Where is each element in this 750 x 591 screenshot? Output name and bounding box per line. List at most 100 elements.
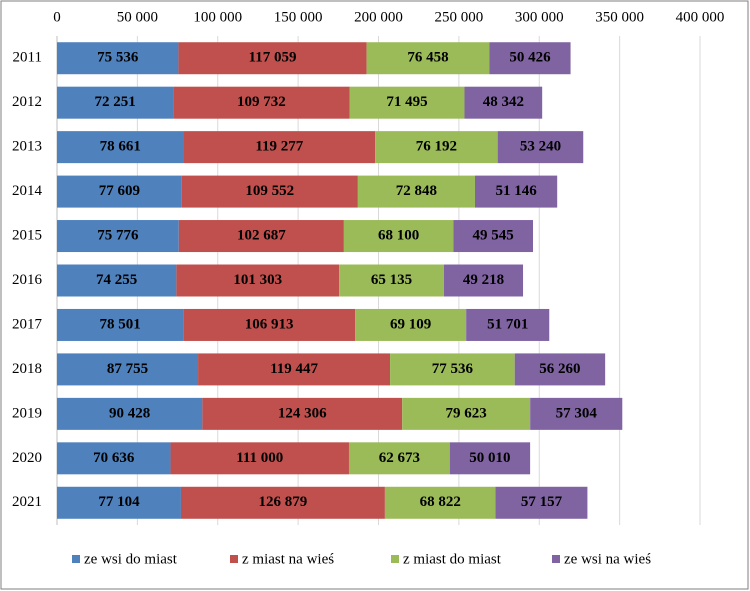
- bar-segment: [57, 220, 179, 253]
- data-label: 48 342: [483, 94, 524, 110]
- y-tick-label: 2019: [12, 405, 42, 421]
- bar-segment: [178, 42, 367, 75]
- bar-segment: [57, 42, 179, 75]
- bar-segment: [57, 397, 203, 430]
- y-tick-label: 2021: [12, 494, 42, 510]
- bar-segment: [57, 486, 181, 519]
- bar-segment: [181, 175, 358, 208]
- bar-segment: [474, 175, 558, 208]
- y-tick-label: 2015: [12, 227, 42, 243]
- bar-segment: [530, 397, 623, 430]
- bar-segment: [57, 131, 184, 164]
- legend-label: z miast do miast: [403, 551, 502, 567]
- x-tick-label: 250 000: [435, 9, 484, 25]
- bar-segment: [366, 42, 490, 75]
- bar-segment: [202, 397, 403, 430]
- data-label: 90 428: [109, 405, 150, 421]
- bar-segment: [57, 86, 174, 119]
- data-label: 72 251: [94, 94, 135, 110]
- bar-segment: [339, 264, 444, 297]
- data-label: 75 776: [97, 227, 139, 243]
- data-label: 53 240: [520, 139, 561, 155]
- bar-segment: [57, 353, 199, 386]
- bar-segment: [348, 442, 450, 475]
- data-label: 65 135: [371, 272, 412, 288]
- data-label: 69 109: [390, 316, 431, 332]
- bar-segment: [402, 397, 531, 430]
- bar-segment: [57, 442, 171, 475]
- bar-segment: [198, 353, 391, 386]
- data-label: 77 609: [99, 183, 140, 199]
- data-label: 119 277: [255, 139, 303, 155]
- bar-segment: [178, 220, 344, 253]
- data-label: 74 255: [96, 272, 137, 288]
- bar-segment: [183, 131, 376, 164]
- bar-segment: [183, 308, 356, 341]
- data-label: 68 100: [378, 227, 419, 243]
- bar-segment: [343, 220, 454, 253]
- data-label: 70 636: [93, 450, 135, 466]
- data-label: 109 732: [237, 94, 286, 110]
- data-label: 77 536: [432, 361, 474, 377]
- bar-segment: [176, 264, 340, 297]
- data-label: 50 426: [509, 50, 551, 66]
- data-label: 57 157: [521, 494, 563, 510]
- x-tick-label: 150 000: [274, 9, 323, 25]
- data-label: 117 059: [249, 50, 297, 66]
- data-label: 50 010: [469, 450, 510, 466]
- data-label: 56 260: [539, 361, 580, 377]
- bar-segment: [466, 308, 550, 341]
- bar-segment: [173, 86, 350, 119]
- bar-segment: [489, 42, 571, 75]
- y-tick-label: 2016: [12, 272, 43, 288]
- data-label: 124 306: [278, 405, 327, 421]
- y-tick-label: 2013: [12, 139, 42, 155]
- bar-segment: [180, 486, 385, 519]
- legend-label: ze wsi na wieś: [564, 551, 651, 567]
- data-label: 101 303: [233, 272, 282, 288]
- y-tick-label: 2017: [12, 316, 43, 332]
- data-label: 109 552: [245, 183, 294, 199]
- data-label: 71 495: [386, 94, 427, 110]
- bar-segment: [390, 353, 515, 386]
- data-label: 111 000: [236, 450, 283, 466]
- bar-segment: [349, 86, 465, 119]
- data-label: 102 687: [237, 227, 286, 243]
- bar-segment: [357, 175, 475, 208]
- bar-segment: [57, 175, 182, 208]
- x-tick-label: 100 000: [193, 9, 242, 25]
- data-label: 75 536: [97, 50, 139, 66]
- x-tick-label: 400 000: [676, 9, 725, 25]
- y-tick-label: 2014: [12, 183, 43, 199]
- bar-segment: [464, 86, 543, 119]
- data-label: 106 913: [245, 316, 294, 332]
- data-label: 68 822: [420, 494, 461, 510]
- data-label: 76 192: [416, 139, 457, 155]
- legend-swatch: [230, 555, 238, 563]
- legend-swatch: [72, 555, 80, 563]
- data-label: 126 879: [259, 494, 308, 510]
- y-tick-label: 2020: [12, 450, 42, 466]
- y-tick-label: 2012: [12, 94, 42, 110]
- x-tick-label: 0: [53, 9, 61, 25]
- legend-label: z miast na wieś: [242, 551, 334, 567]
- bar-segment: [443, 264, 524, 297]
- bar-segment: [375, 131, 498, 164]
- data-label: 51 146: [495, 183, 537, 199]
- x-tick-label: 200 000: [354, 9, 403, 25]
- bar-segment: [57, 308, 184, 341]
- bar-segment: [497, 131, 584, 164]
- y-tick-label: 2011: [13, 50, 42, 66]
- y-tick-label: 2018: [12, 361, 42, 377]
- legend-label: ze wsi do miast: [84, 551, 178, 567]
- bar-segment: [514, 353, 606, 386]
- data-label: 49 218: [463, 272, 504, 288]
- x-tick-label: 50 000: [117, 9, 158, 25]
- data-label: 78 661: [100, 139, 141, 155]
- data-label: 119 447: [270, 361, 318, 377]
- bar-segment: [355, 308, 467, 341]
- x-tick-label: 350 000: [595, 9, 644, 25]
- data-label: 57 304: [556, 405, 598, 421]
- x-tick-label: 300 000: [515, 9, 564, 25]
